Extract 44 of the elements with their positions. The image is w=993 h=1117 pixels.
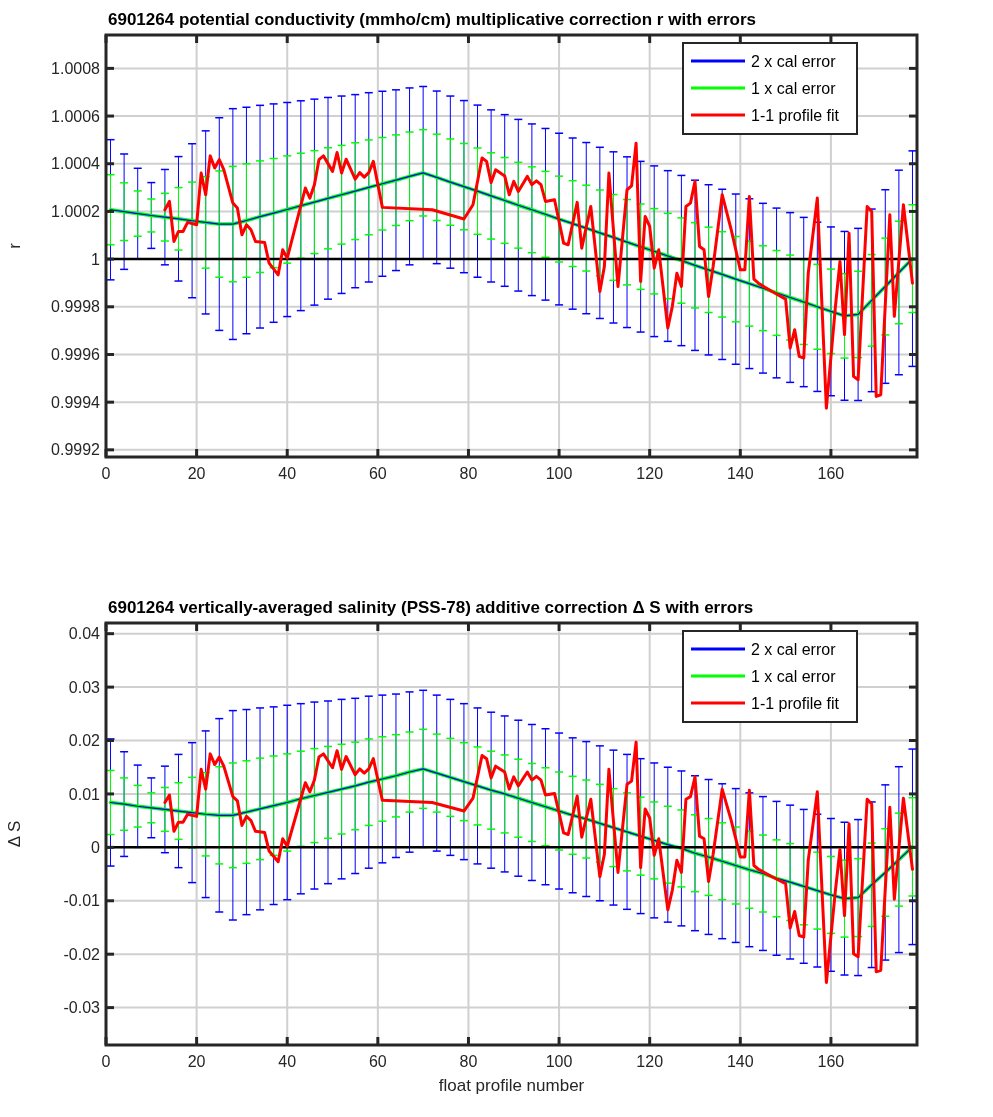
y-tick-label: 1 xyxy=(91,250,101,268)
y-tick-label: -0.03 xyxy=(63,999,101,1017)
x-tick-label: 100 xyxy=(545,1053,573,1070)
y-tick-label: 0.9996 xyxy=(51,346,101,364)
y-tick-label: -0.01 xyxy=(63,892,101,910)
x-tick-label: 40 xyxy=(278,1053,297,1070)
x-tick-label: 20 xyxy=(187,1053,206,1070)
y-tick-label: 0.02 xyxy=(68,732,101,750)
x-tick-label: 120 xyxy=(636,1053,664,1070)
y-tick-label: 0.9992 xyxy=(51,441,101,459)
y-axis-title: r xyxy=(5,242,24,249)
y-tick-label: 1.0002 xyxy=(51,203,101,221)
chart-title: 6901264 vertically-averaged salinity (PSS-78) additive correction Δ S with errors xyxy=(108,598,754,617)
legend-label: 2 x cal error xyxy=(751,640,837,658)
x-tick-label: 80 xyxy=(459,465,478,482)
y-axis-title: Δ S xyxy=(5,820,24,848)
legend-label: 1-1 profile fit xyxy=(751,106,840,124)
legend-label: 1 x cal error xyxy=(751,667,837,685)
x-tick-label: 100 xyxy=(545,465,573,482)
legend-label: 1-1 profile fit xyxy=(751,694,840,712)
x-axis-title: float profile number xyxy=(438,1076,585,1095)
x-tick-label: 60 xyxy=(368,465,387,482)
y-tick-label: 1.0008 xyxy=(51,59,101,77)
y-tick-label: 0.01 xyxy=(68,785,101,803)
y-tick-label: -0.02 xyxy=(63,945,101,963)
x-tick-label: 80 xyxy=(459,1053,478,1070)
x-tick-label: 140 xyxy=(726,465,754,482)
y-tick-label: 0.9994 xyxy=(51,393,101,411)
x-tick-label: 20 xyxy=(187,465,206,482)
x-tick-label: 120 xyxy=(636,465,664,482)
y-tick-label: 1.0004 xyxy=(51,155,101,173)
y-tick-label: 1.0006 xyxy=(51,107,101,125)
legend-label: 1 x cal error xyxy=(751,79,837,97)
y-tick-label: 0 xyxy=(91,838,101,856)
x-tick-label: 40 xyxy=(278,465,297,482)
y-tick-label: 0.03 xyxy=(68,678,101,696)
x-tick-label: 160 xyxy=(817,465,845,482)
legend-label: 2 x cal error xyxy=(751,52,837,70)
chart-title: 6901264 potential conductivity (mmho/cm) multiplicative correction r with errors xyxy=(108,10,757,29)
x-tick-label: 160 xyxy=(817,1053,845,1070)
x-tick-label: 140 xyxy=(726,1053,754,1070)
y-tick-label: 0.04 xyxy=(68,625,101,643)
y-tick-label: 0.9998 xyxy=(51,298,101,316)
x-tick-label: 60 xyxy=(368,1053,387,1070)
